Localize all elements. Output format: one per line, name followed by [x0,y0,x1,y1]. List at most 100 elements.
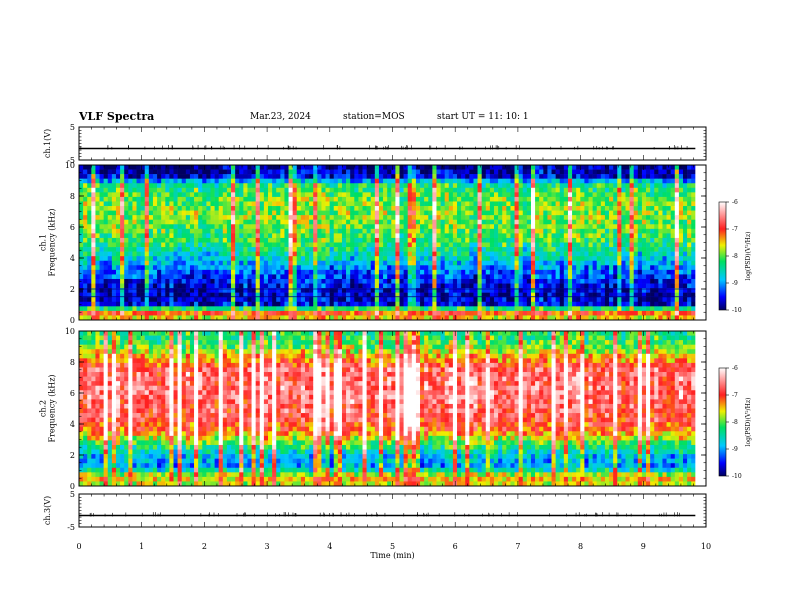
spectrogram-cell [440,206,445,211]
spectrogram-cell [91,251,96,257]
spectrogram-cell [641,315,647,321]
spectrogram-cell [411,310,417,316]
spectrogram-cell [629,256,635,262]
spectrogram-cell [387,228,392,234]
spectrogram-cell [206,215,211,221]
spectrogram-cell [440,178,445,184]
spectrogram-cell [366,215,372,221]
spectrogram-cell [235,192,240,198]
spectrogram-cell [506,187,511,193]
spectrogram-cell [588,192,593,198]
spectrogram-cell [276,169,281,175]
spectrogram-cell [551,242,556,248]
spectrogram-cell [543,260,548,266]
spectrogram-cell [543,178,548,184]
spectrogram-cell [202,265,207,271]
spectrogram-cell [263,233,269,239]
spectrogram-cell [280,169,285,175]
spectrogram-cell [485,192,491,198]
spectrogram-cell [99,278,104,284]
spectrogram-cell [214,233,220,239]
spectrogram-cell [518,201,524,207]
spectrogram-cell [514,178,519,184]
spectrogram-cell [370,297,376,303]
spectrogram-cell [522,242,528,248]
spectrogram-cell [444,310,450,316]
spectrogram-cell [613,247,618,252]
spectrogram-cell [485,269,491,275]
spectrogram-cell [563,288,569,293]
spectrogram-cell [654,274,659,280]
spectrogram-cell [120,174,125,179]
spectrogram-cell [366,274,372,280]
spectrogram-cell [494,315,499,321]
spectrogram-cell [502,256,507,262]
spectrogram-cell [477,228,482,234]
spectrogram-cell [625,201,630,207]
spectrogram-cell [185,237,191,243]
spectrogram-cell [292,242,298,248]
spectrogram-cell [247,169,252,175]
spectrogram-cell [231,269,236,275]
spectrogram-cell [469,219,474,225]
spectrogram-cell [387,169,392,175]
spectrogram-cell [477,215,482,221]
spectrogram-cell [341,237,347,243]
spectrogram-cell [341,315,347,321]
spectrogram-cell [309,242,314,248]
spectrogram-cell [325,251,330,257]
spectrogram-cell [530,215,536,221]
spectrogram-cell [436,224,441,230]
spectrogram-cell [304,183,310,189]
spectrogram-cell [678,256,684,262]
spectrogram-cell [551,237,556,243]
spectrogram-cell [194,292,199,298]
spectrogram-cell [251,269,256,275]
spectrogram-cell [440,310,445,316]
spectrogram-cell [198,215,203,221]
spectrogram-cell [337,206,343,211]
spectrogram-cell [670,297,676,303]
spectrogram-cell [588,228,593,234]
spectrogram-cell [567,242,573,248]
spectrogram-cell [157,242,162,248]
spectrogram-cell [448,224,454,230]
spectrogram-cell [124,288,129,293]
spectrogram-cell [329,178,335,184]
spectrogram-cell [144,233,150,239]
spectrogram-cell [83,310,88,316]
spectrogram-cell [424,265,429,271]
spectrogram-cell [658,169,663,175]
spectrogram-cell [481,224,487,230]
spectrogram-cell [185,228,191,234]
spectrogram-cell [535,301,540,307]
spectrogram-cell [489,288,495,293]
spectrogram-cell [115,251,121,257]
spectrogram-cell [231,206,236,211]
spectrogram-cell [263,237,269,243]
spectrogram-cell [415,301,421,307]
spectrogram-cell [95,215,100,221]
spectrogram-cell [169,206,174,211]
spectrogram-cell [157,306,162,312]
spectrogram-cell [210,247,215,252]
spectrogram-cell [580,219,585,225]
spectrogram-cell [91,165,96,170]
spectrogram-cell [202,247,207,252]
spectrogram-cell [637,278,643,284]
spectrogram-cell [658,315,663,321]
spectrogram-cell [411,169,417,175]
spectrogram-cell [222,224,228,230]
spectrogram-cell [440,292,445,298]
spectrogram-cell [378,260,384,266]
spectrogram-cell [415,256,421,262]
spectrogram-cell [185,183,191,189]
spectrogram-cell [300,251,306,257]
spectrogram-cell [128,297,133,303]
spectrogram-cell [222,247,228,252]
spectrogram-cell [79,228,84,234]
spectrogram-cell [415,274,421,280]
spectrogram-cell [387,174,392,179]
spectrogram-cell [136,242,141,248]
spectrogram-cell [592,219,598,225]
